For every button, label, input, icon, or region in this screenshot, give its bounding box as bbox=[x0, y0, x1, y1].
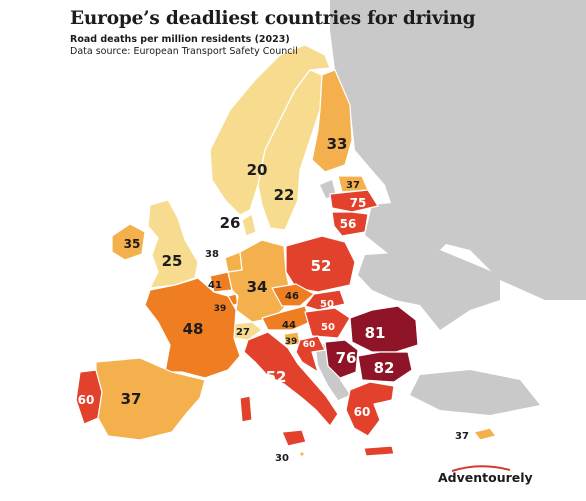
country-slovakia bbox=[304, 289, 346, 311]
label-denmark: 26 bbox=[220, 214, 241, 232]
label-croatia: 60 bbox=[303, 340, 316, 350]
country-lithuania bbox=[331, 211, 369, 237]
value-labels: 33 20 22 26 37 75 56 35 25 38 41 39 34 5… bbox=[78, 135, 469, 464]
label-greece: 60 bbox=[354, 405, 371, 419]
country-greece bbox=[345, 381, 395, 437]
label-slovakia: 50 bbox=[320, 299, 334, 310]
label-portugal: 60 bbox=[78, 393, 95, 407]
label-luxembourg: 39 bbox=[214, 304, 227, 314]
belarus-region bbox=[365, 200, 460, 255]
brand-swoosh-icon bbox=[451, 465, 511, 472]
country-sardinia bbox=[239, 395, 253, 423]
countries bbox=[75, 44, 497, 457]
country-latvia bbox=[329, 189, 379, 213]
label-finland: 33 bbox=[327, 135, 348, 153]
label-united-kingdom: 25 bbox=[162, 252, 183, 270]
label-lithuania: 56 bbox=[340, 217, 357, 231]
page-title: Europe’s deadliest countries for driving bbox=[70, 8, 476, 29]
label-hungary: 50 bbox=[321, 322, 335, 333]
label-italy: 52 bbox=[266, 368, 287, 386]
map-subtitle: Road deaths per million residents (2023) bbox=[70, 34, 290, 45]
label-poland: 52 bbox=[311, 257, 332, 275]
ukraine-region bbox=[358, 250, 500, 330]
country-croatia bbox=[295, 335, 326, 373]
country-spain bbox=[95, 357, 206, 441]
country-ireland bbox=[111, 223, 146, 261]
label-spain: 37 bbox=[121, 390, 142, 408]
country-finland bbox=[311, 69, 353, 173]
label-sweden: 20 bbox=[247, 161, 268, 179]
label-serbia: 76 bbox=[336, 349, 357, 367]
brand-logo: Adventourely bbox=[438, 470, 533, 485]
country-france bbox=[144, 277, 241, 379]
label-cyprus: 37 bbox=[455, 431, 469, 442]
label-czechia: 46 bbox=[285, 291, 299, 302]
country-hungary bbox=[304, 307, 351, 339]
country-united-kingdom bbox=[147, 199, 199, 289]
label-norway: 22 bbox=[274, 186, 295, 204]
label-estonia: 37 bbox=[346, 180, 360, 191]
non-data-land bbox=[315, 0, 586, 415]
country-italy bbox=[243, 331, 339, 427]
label-slovenia: 39 bbox=[285, 337, 298, 347]
label-france: 48 bbox=[183, 320, 204, 338]
label-latvia: 75 bbox=[350, 196, 367, 210]
country-netherlands bbox=[224, 251, 243, 273]
russia-region bbox=[330, 0, 586, 300]
turkey-region bbox=[410, 370, 540, 415]
label-bulgaria: 82 bbox=[374, 359, 395, 377]
country-czechia bbox=[271, 283, 315, 307]
country-romania bbox=[349, 305, 419, 353]
label-ireland: 35 bbox=[124, 237, 141, 251]
country-cyprus bbox=[473, 427, 497, 441]
country-sweden bbox=[257, 69, 323, 231]
label-netherlands: 38 bbox=[205, 249, 219, 260]
label-switzerland: 27 bbox=[236, 327, 250, 338]
country-sicily bbox=[281, 429, 307, 447]
label-austria: 44 bbox=[282, 320, 296, 331]
country-serbia bbox=[324, 339, 359, 379]
label-belgium: 41 bbox=[208, 280, 222, 291]
country-poland bbox=[285, 235, 356, 293]
country-bulgaria bbox=[357, 351, 413, 383]
country-malta bbox=[299, 451, 305, 457]
label-romania: 81 bbox=[365, 324, 386, 342]
country-crete bbox=[363, 445, 395, 457]
country-denmark bbox=[241, 213, 257, 237]
data-source: Data source: European Transport Safety C… bbox=[70, 46, 298, 57]
label-malta: 30 bbox=[275, 453, 289, 464]
label-germany: 34 bbox=[247, 278, 268, 296]
